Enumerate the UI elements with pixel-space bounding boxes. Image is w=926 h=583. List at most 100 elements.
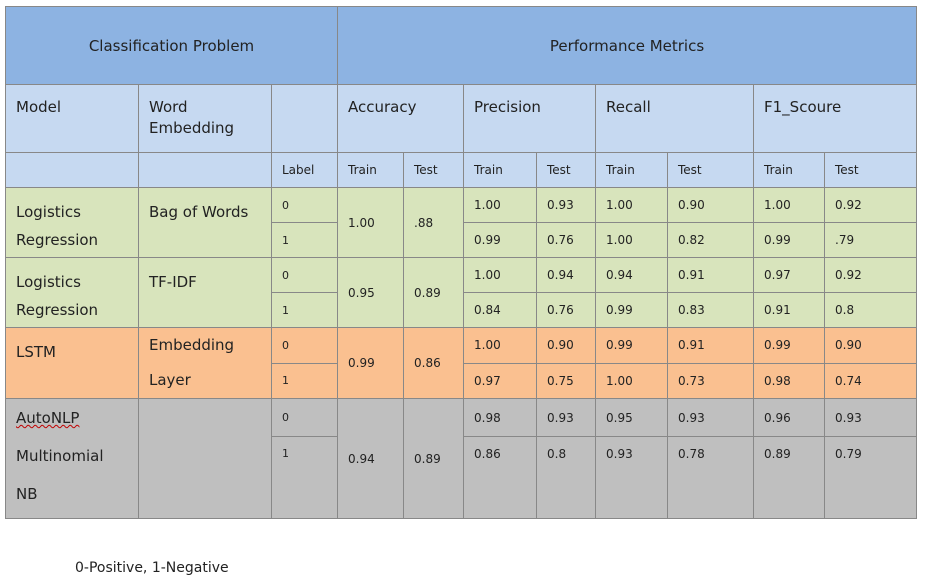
- model-name-line: Multinomial: [16, 447, 104, 465]
- f1-test-value: 0.8: [823, 292, 918, 328]
- f1-train-value: 1.00: [753, 187, 825, 223]
- recall-header: Recall: [595, 84, 754, 153]
- accuracy-test-value: .88: [403, 187, 464, 258]
- recall-test-value: 0.90: [667, 187, 754, 223]
- label-row: Label Train Test Train Test Train Test T…: [5, 152, 918, 188]
- model-name-line: AutoNLP: [16, 409, 80, 427]
- embedding-name: [138, 398, 272, 519]
- model-name: Logistics Regression: [5, 187, 139, 258]
- precision-header: Precision: [463, 84, 596, 153]
- model-name: AutoNLP Multinomial NB: [5, 398, 139, 519]
- subheader-row: Model Word Embedding Accuracy Precision …: [5, 84, 918, 153]
- precision-train-value: 0.84: [463, 292, 537, 328]
- precision-train-value: 0.97: [463, 362, 537, 399]
- f1-test-value: 0.79: [823, 436, 918, 519]
- precision-test-header: Test: [536, 152, 596, 188]
- word-embedding-column-header: Word Embedding: [138, 84, 272, 153]
- recall-test-value: 0.91: [667, 327, 754, 364]
- precision-test-value: 0.75: [536, 362, 596, 399]
- recall-train-value: 0.94: [595, 257, 668, 293]
- precision-train-value: 0.86: [463, 436, 537, 519]
- table-row: AutoNLP Multinomial NB 0 0.94 0.89 0.98 …: [5, 398, 918, 519]
- f1-train-value: 0.98: [753, 362, 825, 399]
- accuracy-header: Accuracy: [337, 84, 464, 153]
- table-row: LSTM Embedding Layer 0 0.99 0.86 1.00 0.…: [5, 327, 918, 399]
- recall-train-value: 1.00: [595, 222, 668, 258]
- model-column-header: Model: [5, 84, 139, 153]
- f1-train-header: Train: [753, 152, 825, 188]
- accuracy-train-value: 0.95: [337, 257, 404, 328]
- label-value: 0: [271, 257, 338, 293]
- precision-test-value: 0.76: [536, 292, 596, 328]
- blank-label-cell: [5, 152, 139, 188]
- label-value: 0: [271, 187, 338, 223]
- label-value: 1: [271, 222, 338, 258]
- table-row: Logistics Regression TF-IDF 0 0.95 0.89 …: [5, 257, 918, 328]
- recall-train-value: 1.00: [595, 362, 668, 399]
- accuracy-test-value: 0.89: [403, 257, 464, 328]
- precision-train-header: Train: [463, 152, 537, 188]
- recall-test-value: 0.73: [667, 362, 754, 399]
- model-name: LSTM: [5, 327, 139, 399]
- f1-test-value: 0.92: [823, 257, 918, 293]
- f1-test-value: 0.74: [823, 362, 918, 399]
- precision-test-value: 0.76: [536, 222, 596, 258]
- precision-test-value: 0.90: [536, 327, 596, 364]
- recall-train-value: 0.95: [595, 398, 668, 437]
- precision-train-value: 1.00: [463, 257, 537, 293]
- f1-train-value: 0.99: [753, 327, 825, 364]
- accuracy-test-value: 0.86: [403, 327, 464, 399]
- f1-test-header: Test: [823, 152, 918, 188]
- precision-test-value: 0.93: [536, 398, 596, 437]
- precision-train-value: 1.00: [463, 327, 537, 364]
- recall-train-value: 0.99: [595, 327, 668, 364]
- f1-train-value: 0.97: [753, 257, 825, 293]
- accuracy-test-value: 0.89: [403, 398, 464, 519]
- model-name-line: NB: [16, 485, 38, 503]
- embedding-name: Embedding Layer: [138, 327, 272, 399]
- classification-problem-header: Classification Problem: [5, 6, 338, 85]
- f1-test-value: .79: [823, 222, 918, 258]
- label-value: 1: [271, 436, 338, 519]
- f1-train-value: 0.91: [753, 292, 825, 328]
- f1-test-value: 0.92: [823, 187, 918, 223]
- recall-test-value: 0.83: [667, 292, 754, 328]
- recall-test-value: 0.93: [667, 398, 754, 437]
- recall-train-header: Train: [595, 152, 668, 188]
- recall-train-value: 0.99: [595, 292, 668, 328]
- accuracy-train-value: 1.00: [337, 187, 404, 258]
- footnote: 0-Positive, 1-Negative: [75, 560, 229, 576]
- recall-test-value: 0.82: [667, 222, 754, 258]
- embedding-name: TF-IDF: [138, 257, 272, 328]
- f1-test-value: 0.93: [823, 398, 918, 437]
- f1-test-value: 0.90: [823, 327, 918, 364]
- header-row: Classification Problem Performance Metri…: [5, 6, 918, 85]
- table-row: Logistics Regression Bag of Words 0 1.00…: [5, 187, 918, 258]
- precision-test-value: 0.8: [536, 436, 596, 519]
- results-table: Classification Problem Performance Metri…: [5, 6, 918, 519]
- recall-test-header: Test: [667, 152, 754, 188]
- blank-header-cell: [271, 84, 338, 153]
- f1-train-value: 0.89: [753, 436, 825, 519]
- accuracy-train-value: 0.99: [337, 327, 404, 399]
- label-value: 1: [271, 362, 338, 399]
- label-value: 0: [271, 327, 338, 364]
- performance-metrics-header: Performance Metrics: [336, 6, 918, 85]
- embedding-name: Bag of Words: [138, 187, 272, 258]
- recall-test-value: 0.91: [667, 257, 754, 293]
- accuracy-test-header: Test: [403, 152, 464, 188]
- accuracy-train-value: 0.94: [337, 398, 404, 519]
- precision-train-value: 0.99: [463, 222, 537, 258]
- f1-train-value: 0.96: [753, 398, 825, 437]
- accuracy-train-header: Train: [337, 152, 404, 188]
- label-value: 0: [271, 398, 338, 437]
- blank-label-cell: [138, 152, 272, 188]
- precision-train-value: 1.00: [463, 187, 537, 223]
- precision-train-value: 0.98: [463, 398, 537, 437]
- f1-train-value: 0.99: [753, 222, 825, 258]
- label-value: 1: [271, 292, 338, 328]
- label-header: Label: [271, 152, 338, 188]
- recall-train-value: 1.00: [595, 187, 668, 223]
- precision-test-value: 0.94: [536, 257, 596, 293]
- precision-test-value: 0.93: [536, 187, 596, 223]
